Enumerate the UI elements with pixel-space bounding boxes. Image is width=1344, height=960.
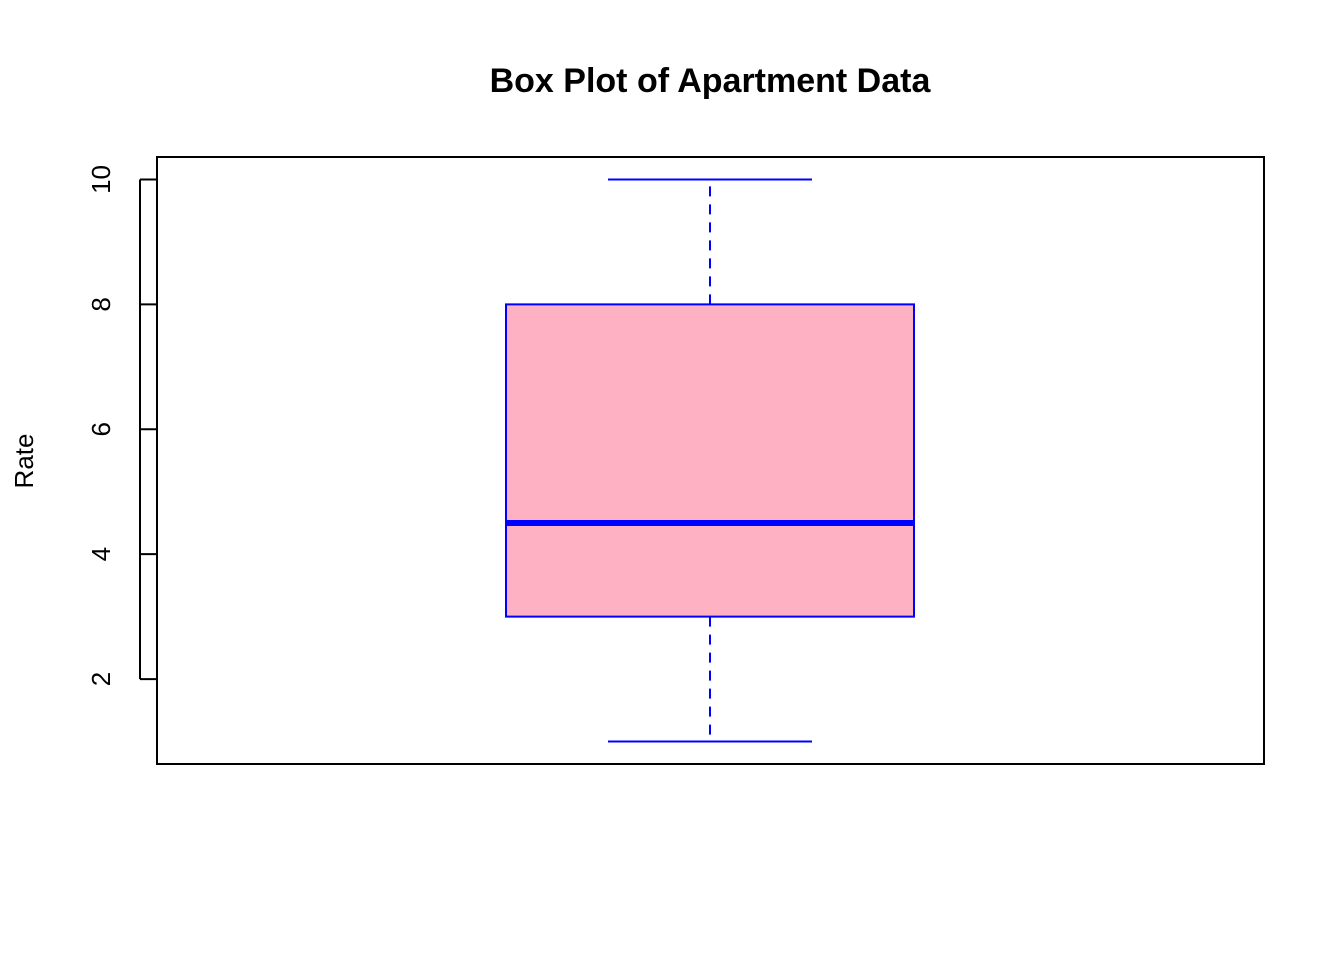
- y-tick-label: 8: [86, 297, 116, 311]
- y-tick-label: 4: [86, 547, 116, 561]
- plot-frame: [156, 156, 1265, 765]
- y-tick-label: 6: [86, 422, 116, 436]
- y-tick-label: 2: [86, 672, 116, 686]
- iqr-box: [505, 303, 915, 618]
- chart-title: Box Plot of Apartment Data: [490, 62, 932, 100]
- y-axis-label: Rate: [9, 434, 39, 489]
- y-axis: 2 4 6 8 10: [86, 165, 157, 686]
- box-plot: [505, 178, 915, 743]
- y-tick-label: 10: [86, 165, 116, 194]
